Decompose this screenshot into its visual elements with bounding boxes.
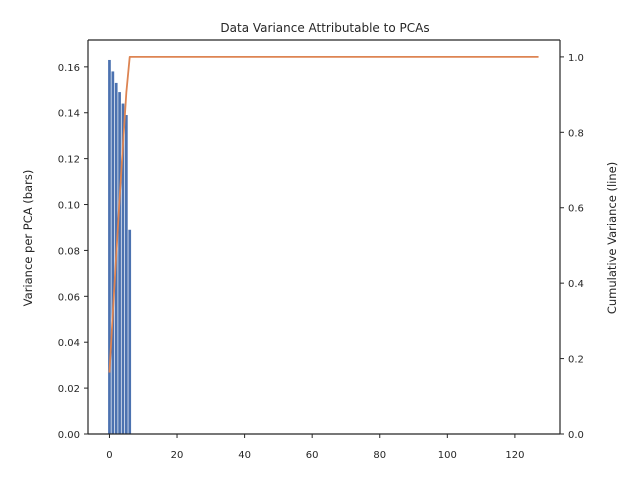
y-tick-label-left: 0.12 — [58, 155, 80, 166]
y-tick-label-right: 0.2 — [568, 355, 584, 366]
y-tick-label-right: 0.0 — [568, 430, 584, 441]
x-tick-label: 0 — [106, 450, 112, 461]
y-tick-label-left: 0.16 — [58, 63, 80, 74]
bar — [118, 92, 121, 434]
bar — [121, 103, 125, 434]
y-tick-label-left: 0.10 — [58, 201, 80, 212]
y-tick-label-left: 0.02 — [58, 384, 80, 395]
bar — [108, 59, 111, 434]
axes-layer: 0 20 40 60 80 100 120 0.00 0.02 0.04 0.06 0.08 0.10 0… — [58, 39, 584, 461]
y-axis-label-left: Variance per PCA (bars) — [21, 170, 35, 307]
x-tick-label: 100 — [438, 450, 457, 461]
y-tick-label-right: 1.0 — [568, 53, 584, 64]
y-tick-label-left: 0.04 — [58, 338, 80, 349]
chart-title: Data Variance Attributable to PCAs — [220, 21, 429, 35]
bar — [128, 229, 132, 434]
x-tick-label: 40 — [238, 450, 251, 461]
y-tick-label-right: 0.6 — [568, 204, 584, 215]
y-tick-label-left: 0.08 — [58, 246, 80, 257]
y-tick-label-left: 0.14 — [58, 109, 80, 120]
y-tick-label-right: 0.8 — [568, 128, 584, 139]
y-tick-label-left: 0.00 — [58, 430, 80, 441]
cumulative-line — [108, 55, 539, 373]
x-tick-label: 60 — [306, 450, 319, 461]
x-tick-label: 80 — [373, 450, 386, 461]
x-tick-label: 20 — [171, 450, 184, 461]
line-layer — [108, 55, 539, 373]
bar — [124, 115, 128, 435]
y-axis-label-right: Cumulative Variance (line) — [605, 162, 619, 314]
y-tick-label-right: 0.4 — [568, 279, 584, 290]
x-tick-label: 120 — [505, 450, 524, 461]
y-tick-label-left: 0.06 — [58, 292, 80, 303]
bar — [111, 71, 115, 435]
bars-layer — [108, 59, 132, 435]
